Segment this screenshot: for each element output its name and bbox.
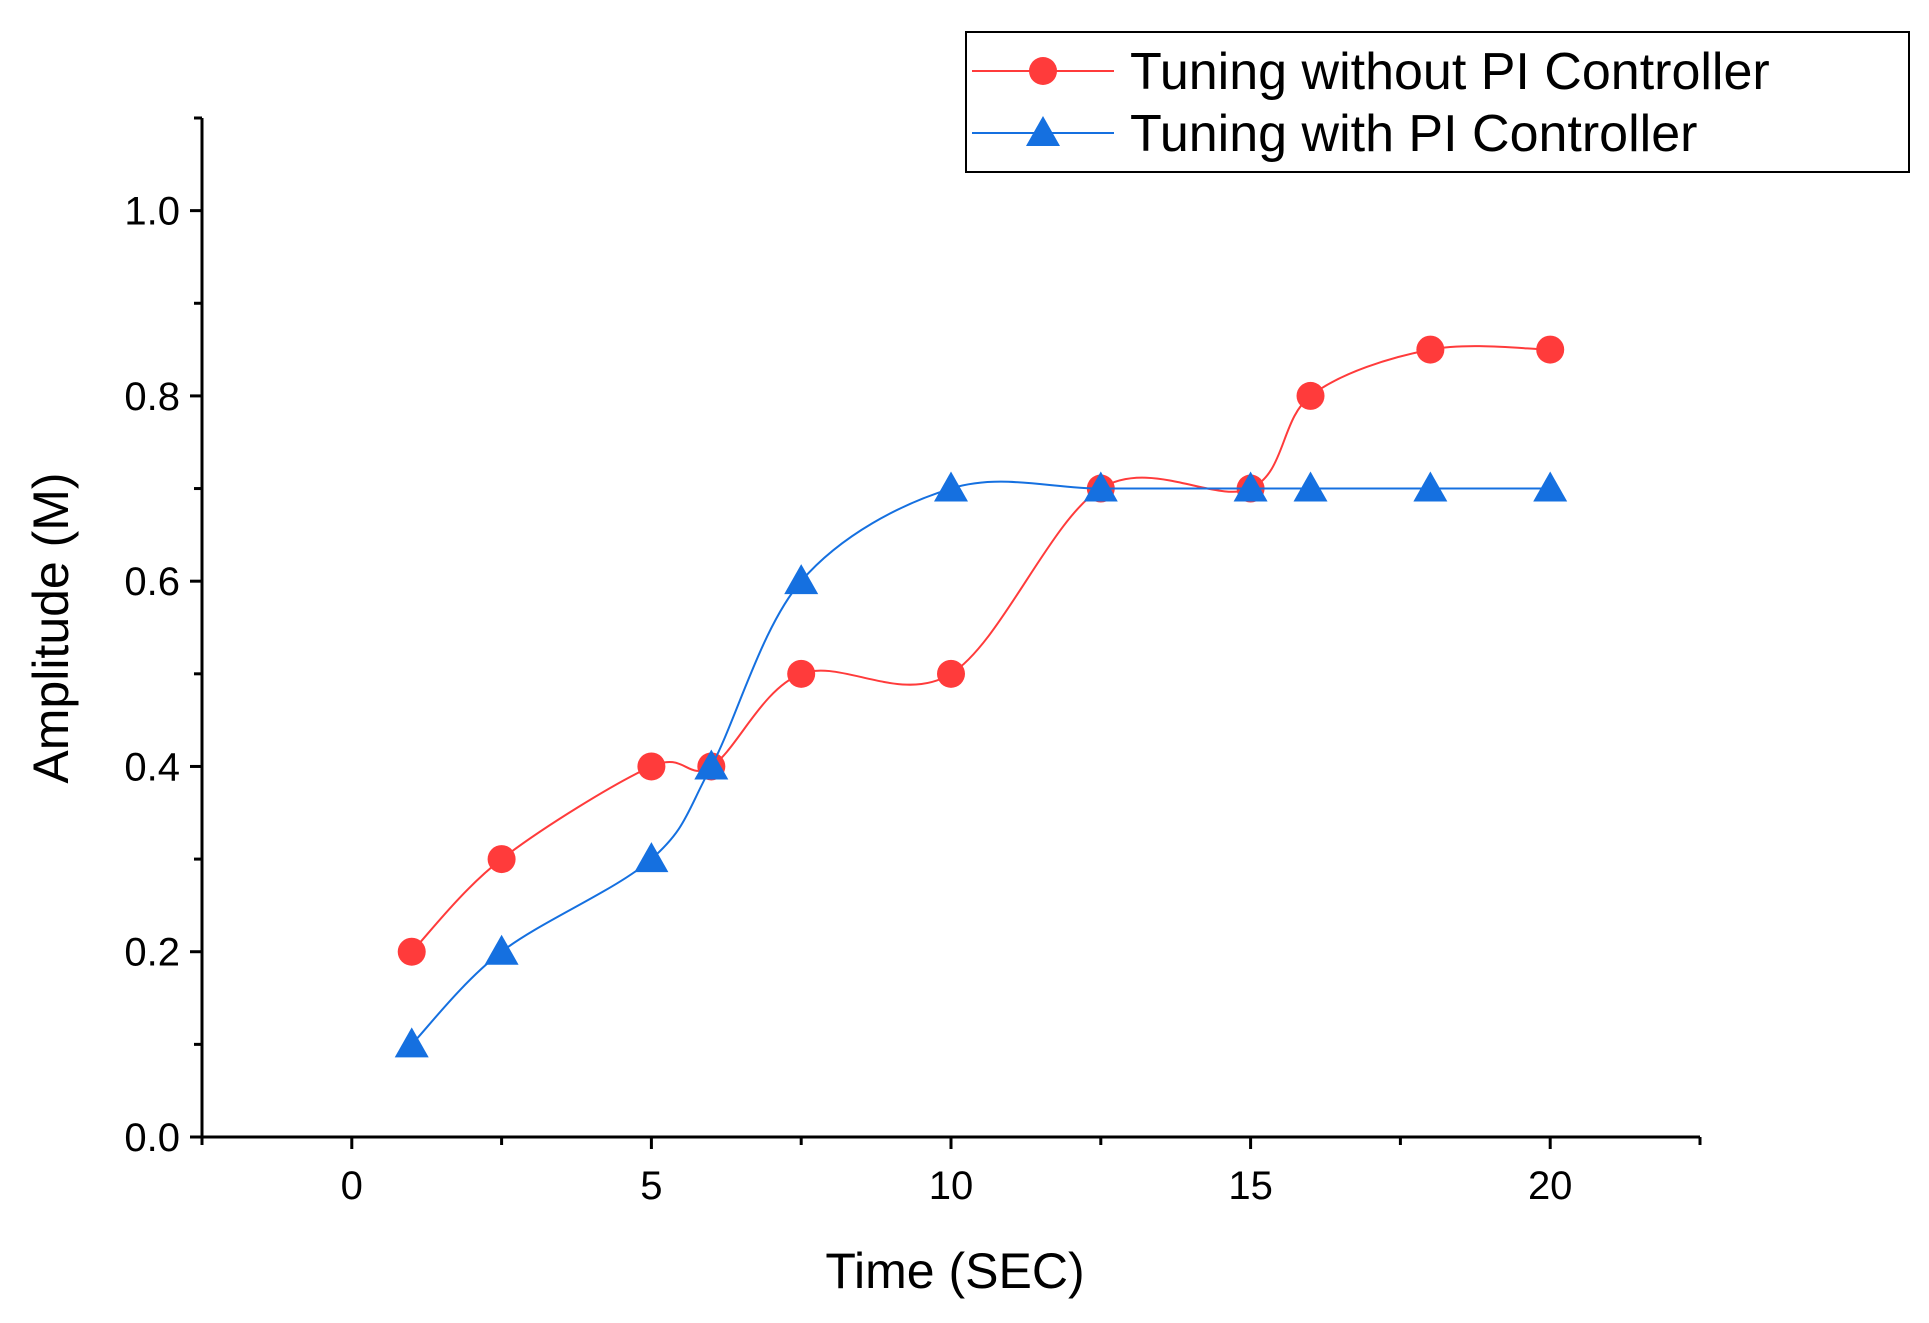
x-tick-label-20: 20: [1528, 1164, 1573, 1208]
series-0: [397, 335, 1565, 966]
legend-label-with-pi: Tuning with PI Controller: [1130, 105, 1697, 163]
y-tick-label-0.6: 0.6: [124, 560, 180, 604]
x-tick-label-10: 10: [929, 1164, 974, 1208]
legend-label-without-pi: Tuning without PI Controller: [1130, 43, 1770, 101]
data-point-triangle: [484, 934, 519, 965]
legend-marker-triangle-icon: [1026, 116, 1060, 146]
data-point-triangle: [1293, 471, 1328, 502]
data-point-triangle: [1233, 471, 1268, 502]
x-tick-label-0: 0: [341, 1164, 363, 1208]
series-1: [394, 471, 1568, 1058]
data-point-circle: [1536, 335, 1565, 364]
y-tick-label-0.4: 0.4: [124, 745, 180, 789]
data-point-triangle: [1413, 471, 1448, 502]
y-tick-label-0.2: 0.2: [124, 931, 180, 975]
data-point-circle: [787, 659, 816, 688]
data-point-circle: [637, 752, 666, 781]
x-ticks: 0 5 10 15 20: [200, 1137, 1702, 1208]
legend-item-with-pi: Tuning with PI Controller: [972, 105, 1697, 163]
x-tick-label-15: 15: [1228, 1164, 1273, 1208]
y-tick-label-0.0: 0.0: [124, 1116, 180, 1160]
data-point-circle: [1296, 381, 1325, 410]
data-point-triangle: [784, 564, 819, 595]
data-point-triangle: [394, 1027, 429, 1058]
data-point-triangle: [1083, 471, 1118, 502]
data-point-circle: [937, 659, 965, 688]
data-point-triangle: [1533, 471, 1568, 502]
y-tick-label-1.0: 1.0: [124, 190, 180, 234]
data-point-circle: [487, 845, 516, 874]
data-point-triangle: [934, 471, 968, 502]
series-line-1: [411, 480, 1551, 1046]
data-point-triangle: [694, 749, 729, 780]
series-line-0: [411, 345, 1551, 953]
legend: Tuning without PI Controller Tuning with…: [965, 31, 1910, 173]
data-point-triangle: [634, 842, 669, 873]
data-point-circle: [397, 937, 426, 966]
data-point-circle: [1416, 335, 1445, 364]
y-tick-label-0.8: 0.8: [124, 375, 180, 419]
legend-item-without-pi: Tuning without PI Controller: [972, 43, 1770, 101]
x-axis-title: Time (SEC): [825, 1243, 1084, 1299]
series-layer: [394, 335, 1568, 1058]
axes: [200, 118, 1700, 1139]
legend-marker-circle-icon: [1029, 57, 1057, 85]
y-axis-title: Amplitude (M): [23, 472, 79, 783]
y-ticks: 0.0 0.2 0.4 0.6 0.8 1.0: [124, 116, 202, 1160]
x-tick-label-5: 5: [640, 1164, 662, 1208]
legend-box: [965, 31, 1910, 173]
